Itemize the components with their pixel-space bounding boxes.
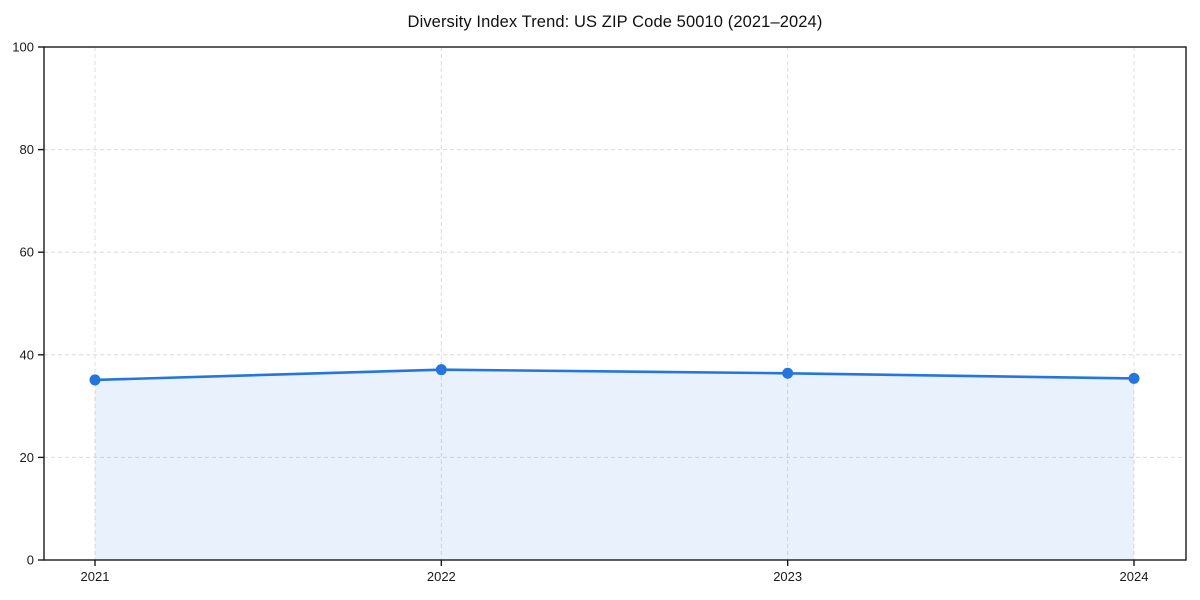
x-axis-tick-label: 2022 bbox=[427, 569, 456, 584]
data-point bbox=[89, 374, 101, 386]
y-axis-tick-label: 0 bbox=[27, 553, 34, 568]
x-axis-tick-label: 2021 bbox=[81, 569, 110, 584]
y-axis-tick-label: 40 bbox=[20, 347, 34, 362]
y-axis-tick-label: 20 bbox=[20, 450, 34, 465]
data-point bbox=[1128, 372, 1140, 384]
data-point bbox=[435, 364, 447, 376]
area-fill bbox=[95, 369, 1134, 560]
y-axis-tick-label: 60 bbox=[20, 245, 34, 260]
x-axis-tick-label: 2024 bbox=[1120, 569, 1149, 584]
plot-border bbox=[43, 46, 1187, 561]
y-axis-tick-label: 100 bbox=[12, 40, 34, 55]
y-axis-tick-label: 80 bbox=[20, 142, 34, 157]
x-axis-tick-label: 2023 bbox=[773, 569, 802, 584]
data-point bbox=[782, 367, 794, 379]
chart-title: Diversity Index Trend: US ZIP Code 50010… bbox=[407, 13, 823, 31]
trend-line bbox=[93, 368, 1136, 382]
